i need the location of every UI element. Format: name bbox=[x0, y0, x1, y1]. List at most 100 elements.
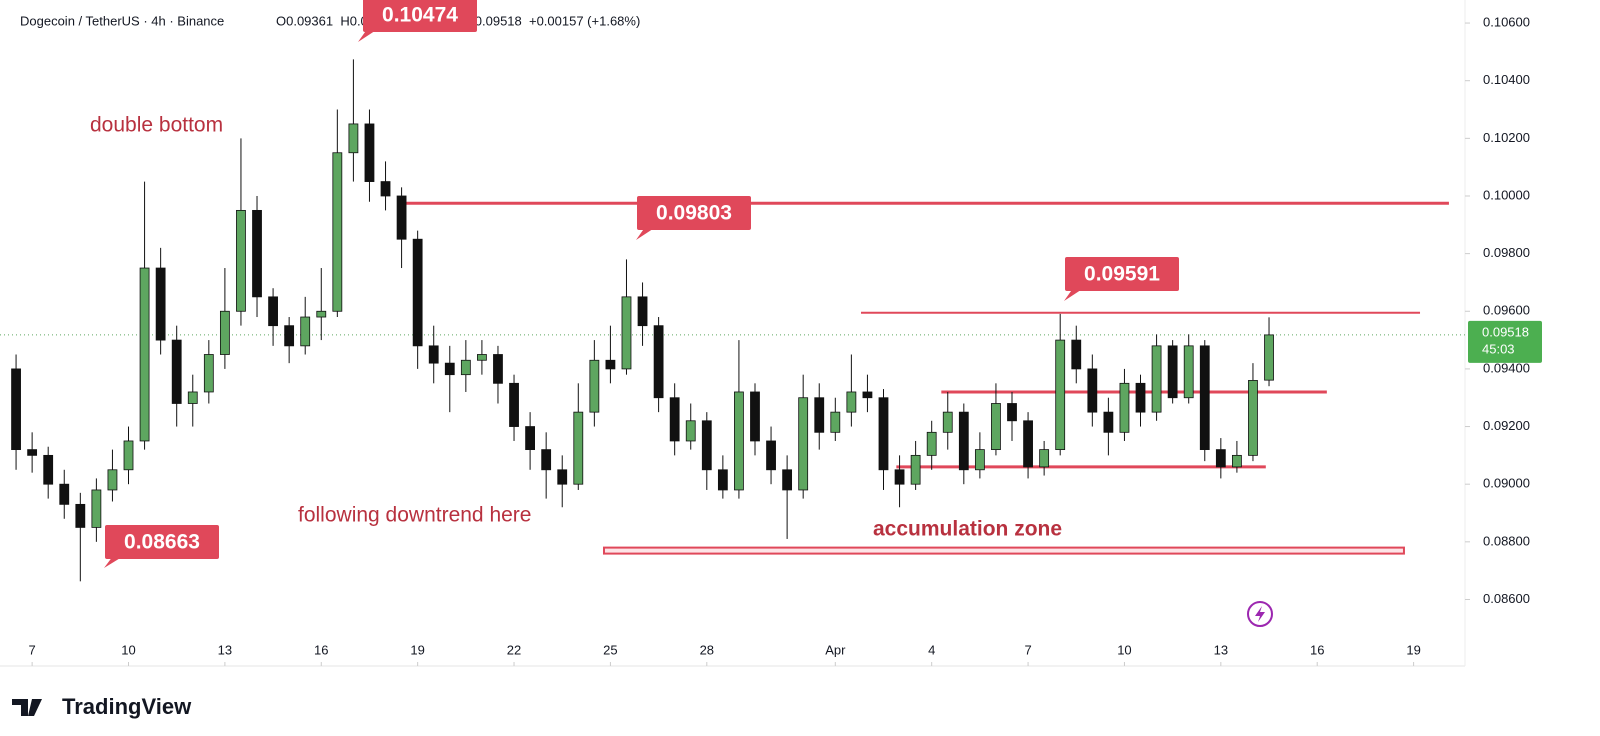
lightning-icon[interactable] bbox=[1247, 601, 1273, 627]
y-tick-label: 0.09200 bbox=[1483, 418, 1530, 433]
candle-body bbox=[75, 503, 86, 528]
candle-body bbox=[798, 397, 809, 491]
callout-box bbox=[1065, 257, 1179, 291]
y-tick-label: 0.09800 bbox=[1483, 245, 1530, 260]
price-tag bbox=[1468, 320, 1542, 363]
candle-body bbox=[300, 316, 311, 347]
candle-body bbox=[380, 181, 391, 197]
x-tick-label: 7 bbox=[29, 642, 36, 657]
candle-body bbox=[11, 368, 21, 451]
candle-body bbox=[991, 403, 1001, 451]
candle-body bbox=[1071, 339, 1082, 370]
countdown: 45:03 bbox=[1482, 341, 1515, 356]
candle-body bbox=[1135, 382, 1146, 413]
candle-body bbox=[1055, 339, 1066, 451]
x-tick-label: 16 bbox=[314, 642, 328, 657]
price-tag-value: 0.09518 bbox=[1482, 324, 1529, 339]
candle-body bbox=[637, 296, 648, 327]
candle-body bbox=[1039, 449, 1050, 468]
candle-body bbox=[974, 449, 985, 471]
x-tick-label: 13 bbox=[218, 642, 232, 657]
callout-label: 0.09803 bbox=[656, 202, 732, 225]
candle-body bbox=[219, 310, 230, 355]
candle-body bbox=[958, 411, 969, 471]
y-tick-label: 0.09000 bbox=[1483, 476, 1530, 491]
candle-body bbox=[1023, 420, 1033, 468]
candle-body bbox=[734, 391, 744, 491]
candle-body bbox=[268, 296, 278, 327]
x-tick-label: 19 bbox=[1406, 642, 1420, 657]
candle-body bbox=[27, 449, 38, 456]
candle-body bbox=[1248, 380, 1258, 456]
candle-body bbox=[236, 209, 246, 312]
candle-body bbox=[910, 454, 921, 485]
x-tick-label: 28 bbox=[700, 642, 714, 657]
candle-body bbox=[653, 325, 664, 399]
logo bbox=[12, 699, 42, 716]
candle-body bbox=[1103, 411, 1114, 433]
candle-body bbox=[284, 325, 295, 347]
candle-body bbox=[1231, 454, 1242, 468]
candle-body bbox=[685, 420, 696, 442]
y-tick-label: 0.09400 bbox=[1483, 360, 1530, 375]
annotation: accumulation zone bbox=[873, 518, 1062, 541]
callout-box bbox=[363, 0, 477, 32]
candle-body bbox=[252, 209, 262, 298]
candle-body bbox=[59, 483, 70, 505]
x-tick-label: 16 bbox=[1310, 642, 1324, 657]
y-tick-label: 0.10200 bbox=[1483, 130, 1530, 145]
candle-body bbox=[1199, 345, 1210, 451]
annotation: double bottom bbox=[90, 114, 223, 137]
y-tick-label: 0.10000 bbox=[1483, 187, 1530, 202]
candle-body bbox=[91, 489, 102, 528]
candle-body bbox=[1151, 345, 1162, 413]
candle-body bbox=[107, 469, 118, 491]
candle-body bbox=[171, 339, 182, 404]
callout: 0.09591 bbox=[1064, 257, 1179, 301]
candle-body bbox=[894, 469, 905, 485]
annotation: following downtrend here bbox=[298, 504, 531, 527]
candle-body bbox=[477, 354, 487, 361]
callout-box bbox=[637, 196, 751, 230]
candle-body bbox=[589, 359, 600, 413]
candle-body bbox=[766, 440, 776, 471]
candle-body bbox=[942, 411, 953, 433]
y-tick-label: 0.08800 bbox=[1483, 533, 1530, 548]
y-tick-label: 0.10400 bbox=[1483, 72, 1530, 87]
x-tick-label: 25 bbox=[603, 642, 617, 657]
x-tick-label: 10 bbox=[1117, 642, 1131, 657]
candle-body bbox=[444, 362, 455, 376]
candle-body bbox=[525, 426, 535, 451]
x-tick-label: 7 bbox=[1024, 642, 1031, 657]
candle-body bbox=[316, 310, 327, 318]
x-tick-label: 19 bbox=[410, 642, 424, 657]
candle-body bbox=[1183, 345, 1194, 399]
candle-body bbox=[605, 359, 616, 370]
candle-body bbox=[830, 411, 841, 433]
candle-body bbox=[557, 469, 568, 485]
candle-body bbox=[669, 397, 680, 442]
candle-body bbox=[1215, 449, 1226, 468]
candle-body bbox=[187, 391, 198, 404]
candle-body bbox=[412, 238, 423, 347]
candle-body bbox=[814, 397, 825, 433]
candle-body bbox=[428, 345, 439, 364]
candle-body bbox=[493, 354, 503, 384]
candle-body bbox=[509, 382, 519, 427]
candle-body bbox=[348, 123, 359, 154]
candle-body bbox=[750, 391, 760, 442]
symbol: Dogecoin / TetherUS · 4h · Binance bbox=[20, 13, 224, 28]
candle-body bbox=[621, 296, 632, 370]
candle-body bbox=[926, 431, 937, 456]
candle-body bbox=[396, 195, 407, 240]
x-tick-label: 22 bbox=[507, 642, 521, 657]
y-tick-label: 0.09600 bbox=[1483, 303, 1530, 318]
x-tick-label: 13 bbox=[1214, 642, 1228, 657]
candle-body bbox=[541, 449, 552, 471]
candle-body bbox=[1007, 403, 1017, 422]
candle-body bbox=[460, 359, 471, 376]
callout: 0.08663 bbox=[104, 525, 219, 568]
candle-body bbox=[782, 469, 793, 491]
x-tick-label: 10 bbox=[121, 642, 135, 657]
